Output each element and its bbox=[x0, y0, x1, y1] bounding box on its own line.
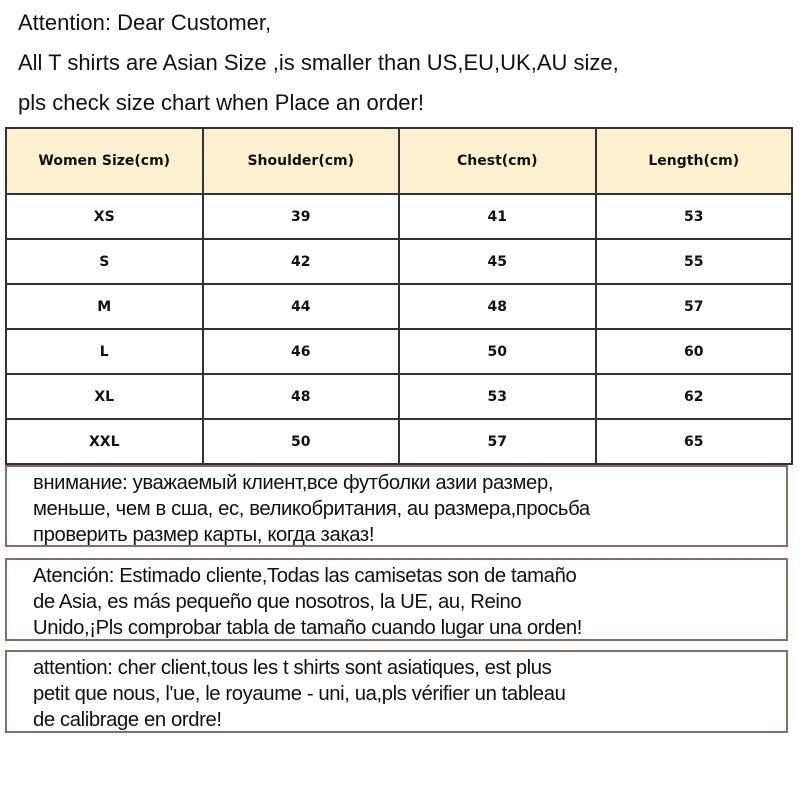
length-cell: 65 bbox=[594, 418, 793, 465]
shoulder-cell: 48 bbox=[201, 373, 400, 420]
size-cell: S bbox=[5, 238, 204, 285]
header-length: Length(cm) bbox=[594, 127, 793, 195]
chest-cell: 45 bbox=[398, 238, 597, 285]
chest-cell: 48 bbox=[398, 283, 597, 330]
note-line: проверить размер карты, когда заказ! bbox=[33, 523, 375, 546]
table-row: S 42 45 55 bbox=[5, 238, 793, 285]
table-row: L 46 50 60 bbox=[5, 328, 793, 375]
table-row: XL 48 53 62 bbox=[5, 373, 793, 420]
chest-cell: 53 bbox=[398, 373, 597, 420]
length-cell: 55 bbox=[594, 238, 793, 285]
shoulder-cell: 42 bbox=[201, 238, 400, 285]
chest-cell: 50 bbox=[398, 328, 597, 375]
size-cell: XXL bbox=[5, 418, 204, 465]
size-cell: L bbox=[5, 328, 204, 375]
note-spanish: Atención: Estimado cliente,Todas las cam… bbox=[5, 558, 788, 641]
length-cell: 62 bbox=[594, 373, 793, 420]
note-russian: внимание: уважаемый клиент,все футболки … bbox=[5, 465, 788, 547]
header-chest: Chest(cm) bbox=[398, 127, 597, 195]
chest-cell: 41 bbox=[398, 193, 597, 240]
note-line: внимание: уважаемый клиент,все футболки … bbox=[33, 471, 554, 494]
intro-line-3: pls check size chart when Place an order… bbox=[18, 90, 424, 115]
note-line: Atención: Estimado cliente,Todas las cam… bbox=[33, 564, 577, 587]
size-table: Women Size(cm) Shoulder(cm) Chest(cm) Le… bbox=[5, 127, 793, 465]
shoulder-cell: 39 bbox=[201, 193, 400, 240]
table-header-row: Women Size(cm) Shoulder(cm) Chest(cm) Le… bbox=[5, 127, 793, 195]
note-line: attention: cher client,tous les t shirts… bbox=[33, 656, 552, 679]
intro-line-1: Attention: Dear Customer, bbox=[18, 10, 272, 35]
length-cell: 60 bbox=[594, 328, 793, 375]
shoulder-cell: 46 bbox=[201, 328, 400, 375]
table-row: M 44 48 57 bbox=[5, 283, 793, 330]
shoulder-cell: 50 bbox=[201, 418, 400, 465]
intro-line-2: All T shirts are Asian Size ,is smaller … bbox=[18, 50, 619, 75]
note-line: меньше, чем в сша, ес, великобритания, a… bbox=[33, 497, 590, 520]
length-cell: 53 bbox=[594, 193, 793, 240]
note-line: petit que nous, l'ue, le royaume - uni, … bbox=[33, 682, 566, 705]
header-shoulder: Shoulder(cm) bbox=[201, 127, 400, 195]
note-line: de calibrage en ordre! bbox=[33, 708, 222, 731]
table-row: XXL 50 57 65 bbox=[5, 418, 793, 465]
length-cell: 57 bbox=[594, 283, 793, 330]
size-cell: M bbox=[5, 283, 204, 330]
size-cell: XL bbox=[5, 373, 204, 420]
chest-cell: 57 bbox=[398, 418, 597, 465]
note-line: de Asia, es más pequeño que nosotros, la… bbox=[33, 590, 522, 613]
header-women-size: Women Size(cm) bbox=[5, 127, 204, 195]
table-row: XS 39 41 53 bbox=[5, 193, 793, 240]
note-line: Unido,¡Pls comprobar tabla de tamaño cua… bbox=[33, 616, 583, 639]
shoulder-cell: 44 bbox=[201, 283, 400, 330]
size-cell: XS bbox=[5, 193, 204, 240]
note-french: attention: cher client,tous les t shirts… bbox=[5, 650, 788, 733]
